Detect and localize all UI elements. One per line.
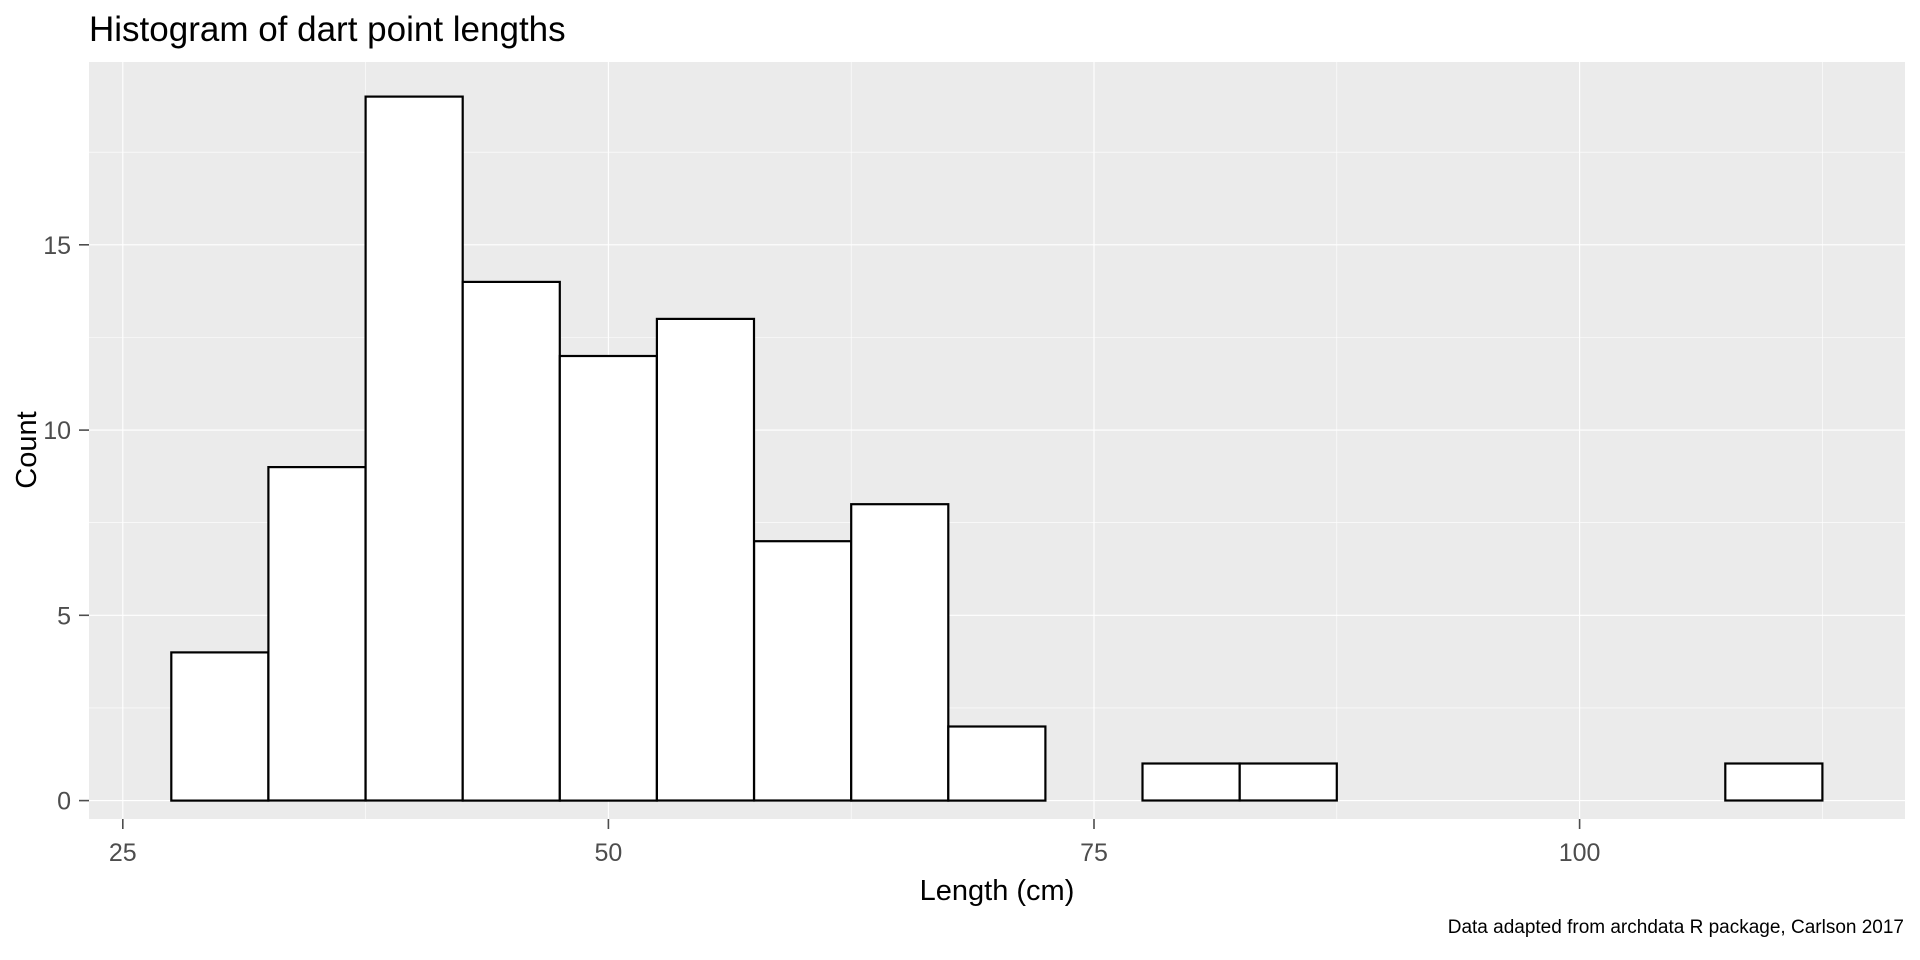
svg-text:25: 25 — [109, 839, 137, 867]
svg-text:10: 10 — [43, 417, 71, 445]
svg-text:15: 15 — [43, 232, 71, 260]
svg-text:50: 50 — [594, 839, 622, 867]
svg-text:75: 75 — [1080, 839, 1108, 867]
svg-text:0: 0 — [57, 788, 71, 816]
svg-text:5: 5 — [57, 602, 71, 630]
svg-text:100: 100 — [1559, 839, 1601, 867]
